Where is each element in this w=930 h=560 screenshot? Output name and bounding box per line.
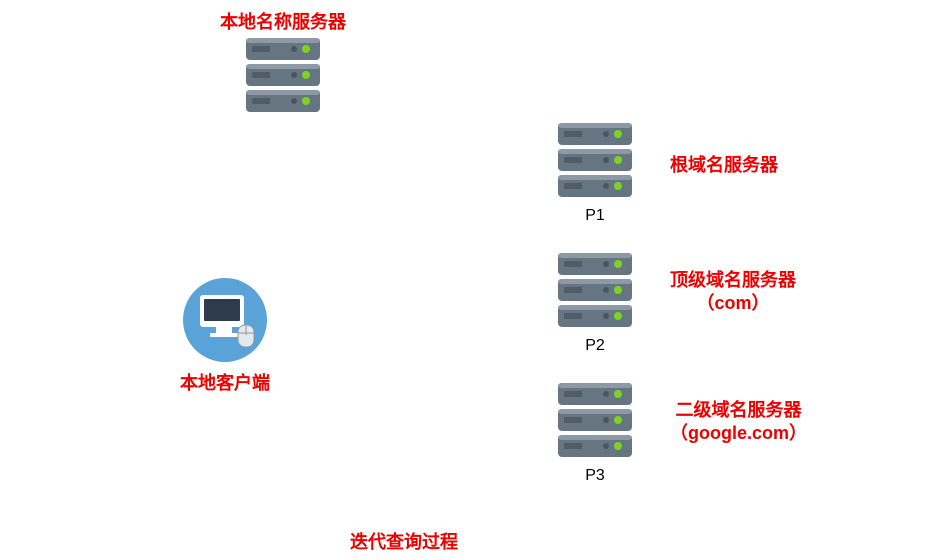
server-stack-icon [550,245,640,335]
auth-server-label-line1: 二级域名服务器 [670,399,807,422]
server-stack-icon [550,115,640,205]
tld-server-label: 顶级域名服务器 （com） [670,269,796,316]
tld-server-label-line1: 顶级域名服务器 [670,269,796,292]
client-node: 本地客户端 [180,275,270,370]
auth-server-label: 二级域名服务器 （google.com） [670,399,807,446]
tld-server-node: P2 顶级域名服务器 （com） [550,245,640,340]
auth-server-label-line2: （google.com） [670,422,807,445]
server-stack-icon [238,30,328,120]
tld-server-label-line2: （com） [670,292,796,315]
root-p-label: P1 [585,207,605,225]
client-pc-icon [180,275,270,365]
client-label: 本地客户端 [180,369,270,395]
root-server-node: P1 根域名服务器 [550,115,640,210]
root-server-label: 根域名服务器 [670,151,778,177]
local-dns-label: 本地名称服务器 [220,8,346,34]
diagram-title: 迭代查询过程 [350,528,458,554]
server-stack-icon [550,375,640,465]
local-dns-node: 本地名称服务器 [238,30,328,125]
auth-p-label: P3 [585,467,605,485]
auth-server-node: P3 二级域名服务器 （google.com） [550,375,640,470]
tld-p-label: P2 [585,337,605,355]
